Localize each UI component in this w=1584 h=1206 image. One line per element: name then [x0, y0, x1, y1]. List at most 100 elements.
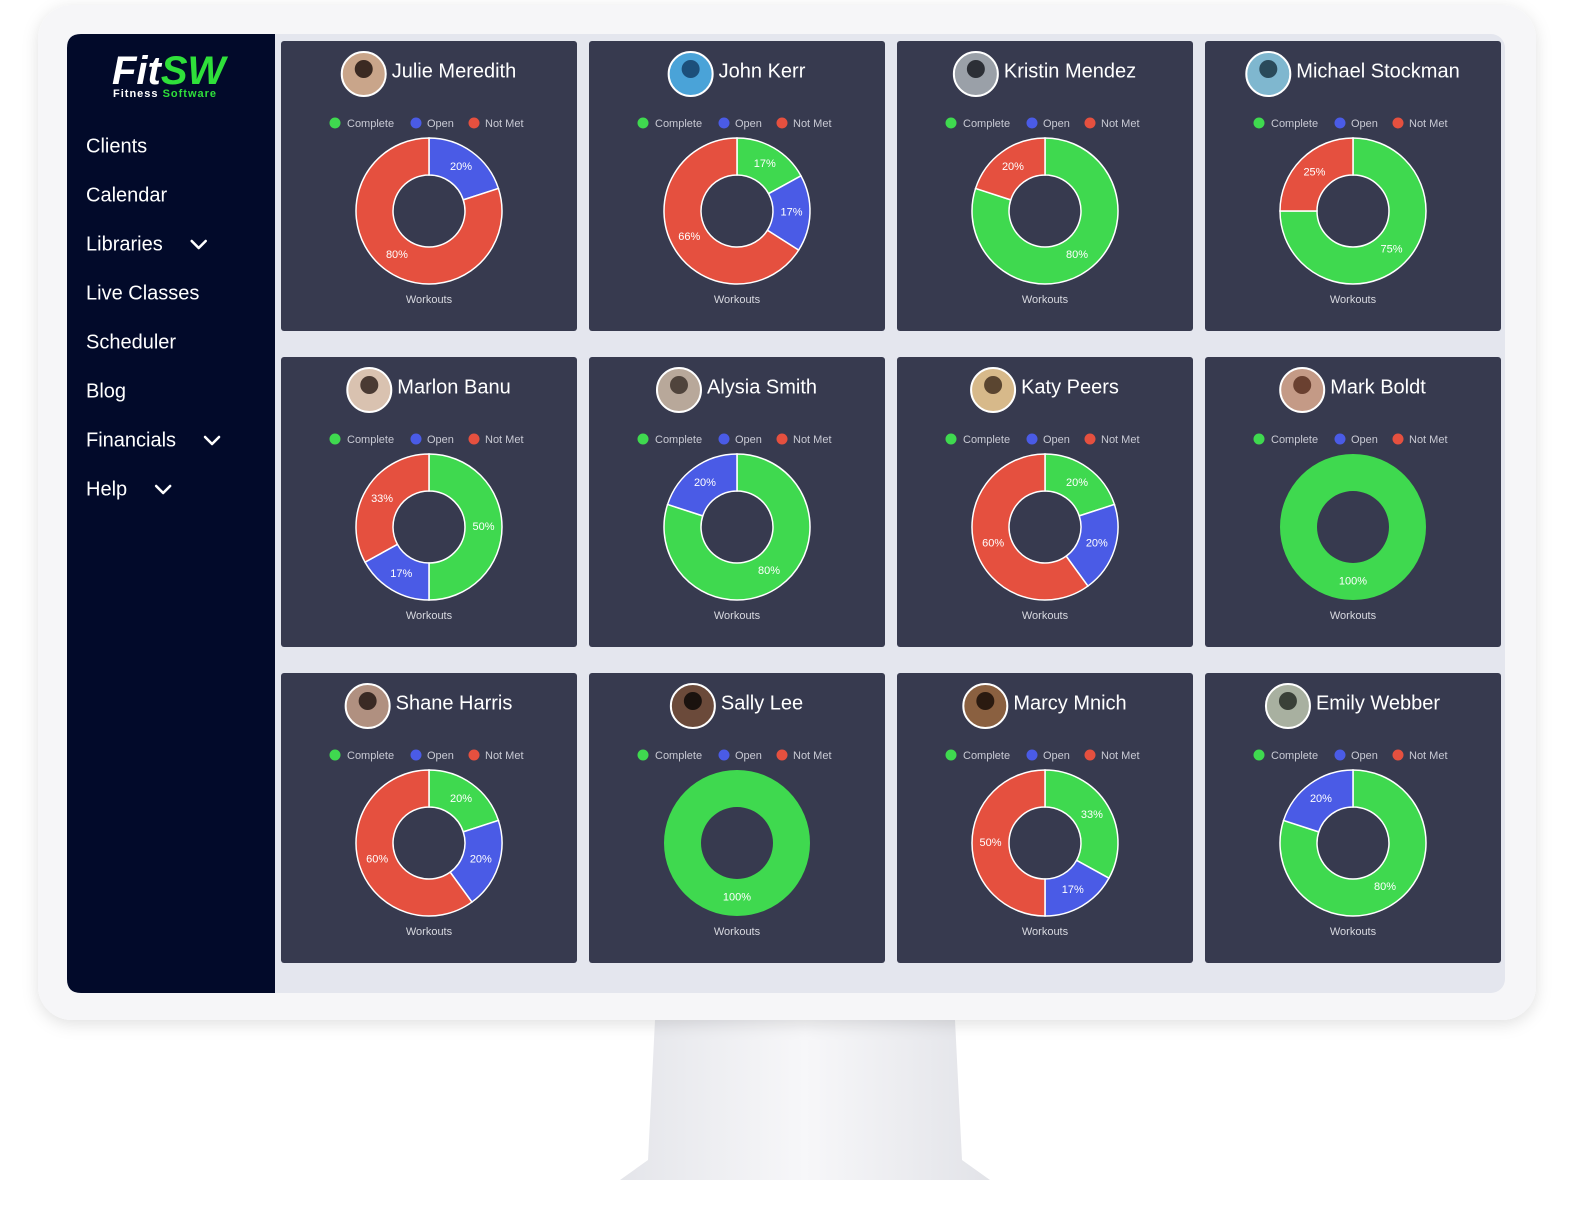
- client-card[interactable]: Alysia Smith Complete Open Not Met 80% 20% Wor…: [589, 357, 885, 647]
- client-name[interactable]: Katy Peers: [1021, 376, 1119, 398]
- legend-dot[interactable]: [468, 117, 480, 129]
- legend-label[interactable]: Open: [1351, 118, 1378, 130]
- legend-dot[interactable]: [945, 433, 957, 445]
- client-card[interactable]: Katy Peers Complete Open Not Met 20% 20% 60% Wo…: [897, 357, 1193, 647]
- legend-dot[interactable]: [718, 433, 730, 445]
- client-card[interactable]: Kristin Mendez Complete Open Not Met 80% 20% W…: [897, 41, 1193, 331]
- nav-item[interactable]: Blog: [86, 380, 126, 402]
- client-name[interactable]: Marlon Banu: [397, 376, 510, 398]
- legend-dot[interactable]: [1084, 433, 1096, 445]
- legend-label[interactable]: Not Met: [1409, 750, 1448, 762]
- legend-dot[interactable]: [776, 749, 788, 761]
- legend-label[interactable]: Open: [1043, 750, 1070, 762]
- legend-label[interactable]: Complete: [1271, 118, 1318, 130]
- client-name[interactable]: Emily Webber: [1316, 692, 1440, 714]
- legend-label[interactable]: Complete: [963, 434, 1010, 446]
- legend-dot[interactable]: [410, 749, 422, 761]
- nav-chevron[interactable]: [203, 435, 221, 446]
- nav-chevron[interactable]: [154, 484, 172, 495]
- legend-label[interactable]: Open: [735, 118, 762, 130]
- legend-dot[interactable]: [468, 433, 480, 445]
- legend-label[interactable]: Not Met: [1409, 118, 1448, 130]
- legend-label[interactable]: Complete: [1271, 434, 1318, 446]
- legend-label[interactable]: Open: [1351, 750, 1378, 762]
- legend-dot[interactable]: [945, 117, 957, 129]
- legend-label[interactable]: Not Met: [485, 118, 524, 130]
- legend-label[interactable]: Not Met: [1409, 434, 1448, 446]
- client-card[interactable]: Shane Harris Complete Open Not Met 20% 20% 60%…: [281, 673, 577, 963]
- client-card[interactable]: Marcy Mnich Complete Open Not Met 33% 17% 50% W…: [897, 673, 1193, 963]
- legend-dot[interactable]: [410, 433, 422, 445]
- legend-label[interactable]: Not Met: [793, 750, 832, 762]
- legend-dot[interactable]: [637, 749, 649, 761]
- legend-dot[interactable]: [1334, 749, 1346, 761]
- legend-dot[interactable]: [1334, 433, 1346, 445]
- client-name[interactable]: Julie Meredith: [392, 60, 517, 82]
- legend-dot[interactable]: [329, 117, 341, 129]
- legend-dot[interactable]: [468, 749, 480, 761]
- legend-label[interactable]: Complete: [1271, 750, 1318, 762]
- legend-label[interactable]: Open: [1351, 434, 1378, 446]
- legend-label[interactable]: Not Met: [1101, 750, 1140, 762]
- client-name[interactable]: Sally Lee: [721, 692, 803, 714]
- legend-dot[interactable]: [329, 749, 341, 761]
- legend-label[interactable]: Not Met: [793, 434, 832, 446]
- legend-dot[interactable]: [1253, 749, 1265, 761]
- client-name[interactable]: Mark Boldt: [1330, 376, 1426, 398]
- client-card[interactable]: Michael Stockman Complete Open Not Met 75% 25…: [1205, 41, 1501, 331]
- legend-label[interactable]: Complete: [963, 750, 1010, 762]
- legend-label[interactable]: Complete: [347, 434, 394, 446]
- legend-label[interactable]: Open: [735, 434, 762, 446]
- legend-dot[interactable]: [637, 433, 649, 445]
- nav-item[interactable]: Clients: [86, 135, 147, 157]
- client-name[interactable]: Marcy Mnich: [1013, 692, 1126, 714]
- client-name[interactable]: Kristin Mendez: [1004, 60, 1136, 82]
- legend-dot[interactable]: [1392, 749, 1404, 761]
- client-card[interactable]: Emily Webber Complete Open Not Met 80% 20% Wor…: [1205, 673, 1501, 963]
- legend-dot[interactable]: [1253, 117, 1265, 129]
- client-card[interactable]: Julie Meredith Complete Open Not Met 20% 80% W…: [281, 41, 577, 331]
- nav-item[interactable]: Libraries: [86, 233, 163, 255]
- legend-dot[interactable]: [776, 433, 788, 445]
- legend-dot[interactable]: [1026, 749, 1038, 761]
- nav-item[interactable]: Help: [86, 478, 127, 500]
- nav-item[interactable]: Scheduler: [86, 331, 176, 353]
- legend-dot[interactable]: [410, 117, 422, 129]
- legend-dot[interactable]: [1084, 749, 1096, 761]
- client-card[interactable]: Mark Boldt Complete Open Not Met 100% Workout…: [1205, 357, 1501, 647]
- legend-dot[interactable]: [1084, 117, 1096, 129]
- legend-label[interactable]: Open: [1043, 434, 1070, 446]
- legend-dot[interactable]: [1253, 433, 1265, 445]
- legend-dot[interactable]: [1392, 433, 1404, 445]
- client-card[interactable]: Sally Lee Complete Open Not Met 100% Workouts: [589, 673, 885, 963]
- legend-label[interactable]: Complete: [655, 750, 702, 762]
- legend-label[interactable]: Complete: [655, 434, 702, 446]
- nav-chevron[interactable]: [190, 239, 208, 250]
- legend-dot[interactable]: [1026, 433, 1038, 445]
- legend-dot[interactable]: [1334, 117, 1346, 129]
- client-name[interactable]: Alysia Smith: [707, 376, 817, 398]
- legend-label[interactable]: Open: [427, 434, 454, 446]
- legend-label[interactable]: Complete: [347, 750, 394, 762]
- legend-label[interactable]: Complete: [963, 118, 1010, 130]
- legend-label[interactable]: Not Met: [1101, 118, 1140, 130]
- legend-label[interactable]: Complete: [347, 118, 394, 130]
- client-card[interactable]: John Kerr Complete Open Not Met 17% 17% 66% Wor…: [589, 41, 885, 331]
- nav-item[interactable]: Calendar: [86, 184, 168, 206]
- legend-label[interactable]: Not Met: [1101, 434, 1140, 446]
- legend-dot[interactable]: [637, 117, 649, 129]
- legend-dot[interactable]: [1392, 117, 1404, 129]
- legend-dot[interactable]: [718, 117, 730, 129]
- legend-dot[interactable]: [945, 749, 957, 761]
- legend-label[interactable]: Open: [427, 118, 454, 130]
- legend-label[interactable]: Open: [427, 750, 454, 762]
- client-name[interactable]: Michael Stockman: [1296, 60, 1459, 82]
- legend-label[interactable]: Open: [1043, 118, 1070, 130]
- legend-label[interactable]: Not Met: [485, 750, 524, 762]
- legend-label[interactable]: Complete: [655, 118, 702, 130]
- client-name[interactable]: Shane Harris: [396, 692, 513, 714]
- legend-label[interactable]: Not Met: [793, 118, 832, 130]
- client-name[interactable]: John Kerr: [719, 60, 806, 82]
- logo[interactable]: FitSW: [112, 49, 229, 93]
- legend-label[interactable]: Not Met: [485, 434, 524, 446]
